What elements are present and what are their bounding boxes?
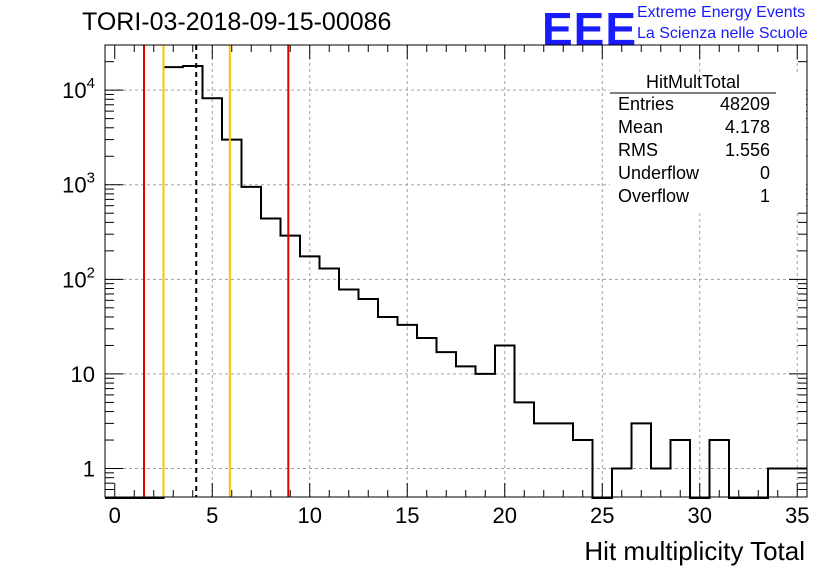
eee-logo: EEE xyxy=(542,3,638,55)
histogram-bin xyxy=(320,269,340,497)
histogram-bin xyxy=(632,423,652,497)
x-tick-label: 0 xyxy=(109,503,121,528)
y-tick-label: 10 xyxy=(71,362,95,387)
x-tick-labels: 0 5 10 15 20 25 30 35 xyxy=(109,503,810,528)
x-tick-label: 20 xyxy=(493,503,517,528)
histogram-bin xyxy=(339,290,359,497)
histogram-bin xyxy=(378,317,398,497)
stats-box: HitMultTotal Entries 48209 Mean 4.178 RMS 1.5… xyxy=(610,72,806,212)
histogram-bin xyxy=(281,236,301,497)
stats-row-label: Entries xyxy=(618,94,674,114)
y-tick-labels: 1 10 102 103 104 xyxy=(62,75,95,481)
histogram-bin xyxy=(495,345,515,497)
x-tick-label: 30 xyxy=(688,503,712,528)
histogram-bin xyxy=(359,299,379,497)
stats-row-value: 1 xyxy=(760,186,770,206)
x-tick-label: 35 xyxy=(785,503,809,528)
stats-row-label: Underflow xyxy=(618,163,700,183)
y-tick-label: 1 xyxy=(83,457,95,482)
histogram-bin xyxy=(242,187,262,497)
logo-subtitle-line1: Extreme Energy Events xyxy=(637,4,806,21)
x-tick-label: 5 xyxy=(206,503,218,528)
histogram-bin xyxy=(534,423,554,497)
histogram-bin xyxy=(476,374,496,497)
x-tick-label: 10 xyxy=(298,503,322,528)
histogram-bin xyxy=(456,366,476,497)
plot-frame xyxy=(104,44,808,498)
histogram-series xyxy=(105,64,807,499)
plot-title: TORI-03-2018-09-15-00086 xyxy=(82,8,392,36)
histogram-bin xyxy=(164,67,184,497)
axis-ticks xyxy=(105,44,807,498)
marker-lines xyxy=(143,45,290,497)
histogram-bin xyxy=(417,338,437,497)
histogram-bin xyxy=(183,66,203,497)
x-axis-title: Hit multiplicity Total xyxy=(584,536,805,566)
histogram-bin xyxy=(515,402,535,497)
stats-row-value: 4.178 xyxy=(725,117,770,137)
stats-box-background xyxy=(610,72,806,212)
logo-subtitle-line2: La Scienza nelle Scuole xyxy=(637,25,808,42)
histogram-bin xyxy=(222,140,242,497)
stats-row-label: Mean xyxy=(618,117,663,137)
stats-rows: Entries 48209 Mean 4.178 RMS 1.556 Underflow 0 O… xyxy=(618,94,770,206)
x-tick-label: 15 xyxy=(395,503,419,528)
stats-row-value: 1.556 xyxy=(725,140,770,160)
stats-row-label: Overflow xyxy=(618,186,690,206)
histogram-bin xyxy=(261,218,281,497)
stats-row-label: RMS xyxy=(618,140,658,160)
stats-box-title: HitMultTotal xyxy=(646,72,740,92)
y-tick-label: 104 xyxy=(62,75,95,103)
histogram-outline xyxy=(105,64,807,499)
histogram-bin xyxy=(554,423,574,497)
stats-row-value: 48209 xyxy=(720,94,770,114)
x-tick-label: 25 xyxy=(590,503,614,528)
stats-row-value: 0 xyxy=(760,163,770,183)
y-tick-label: 102 xyxy=(62,264,95,292)
y-tick-label: 103 xyxy=(62,170,95,198)
